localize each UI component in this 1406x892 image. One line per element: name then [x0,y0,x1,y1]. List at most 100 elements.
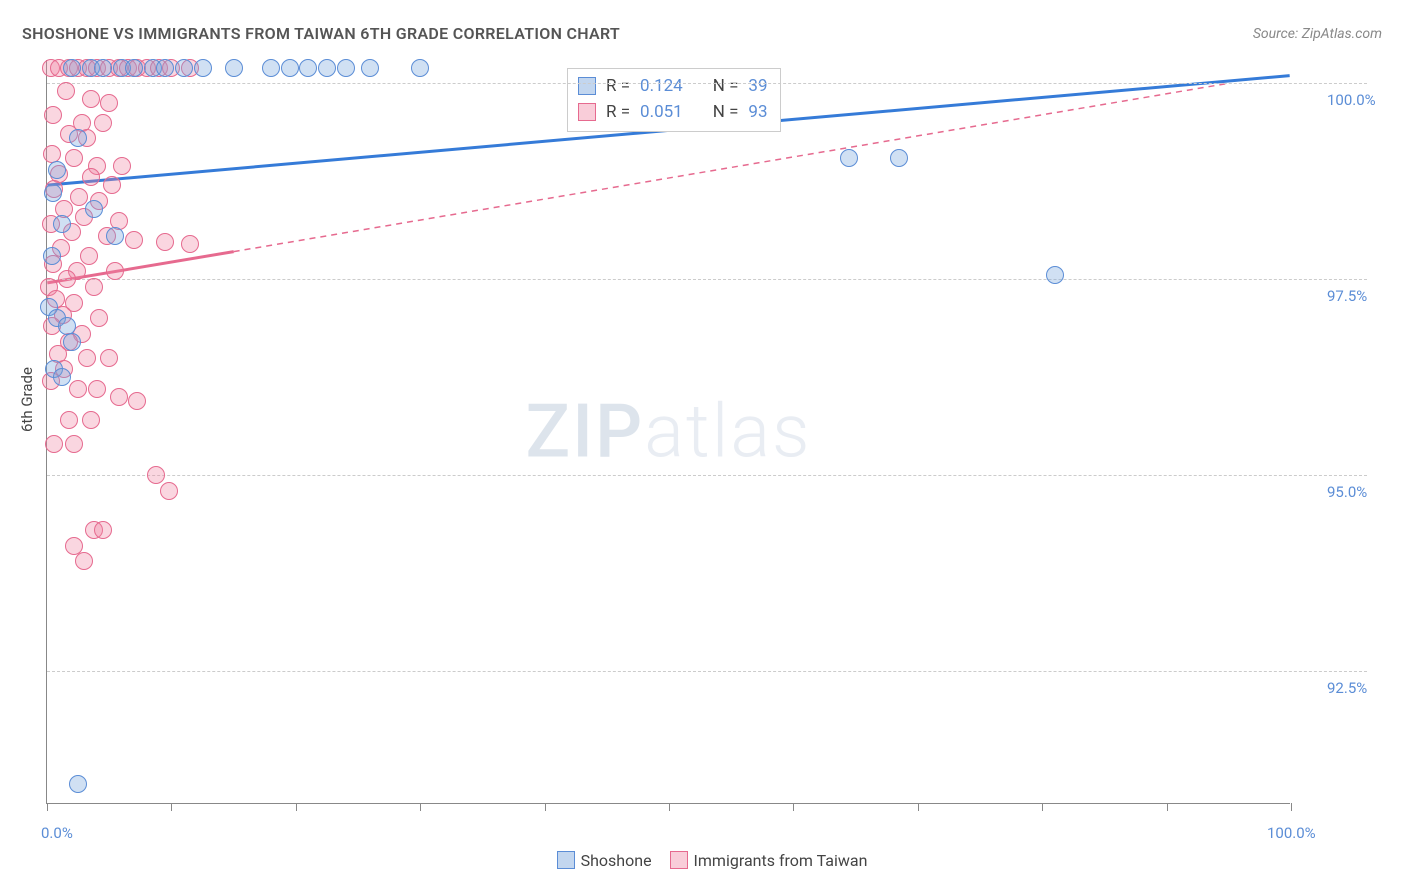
x-tick [793,803,794,811]
data-point [58,270,76,288]
data-point [100,349,118,367]
y-tick-label: 100.0% [1327,91,1376,109]
legend-n-label: N = [713,102,739,122]
legend-r-label: R = [606,102,630,122]
legend-n-label: N = [713,76,739,96]
gridline [47,475,1367,476]
data-point [85,200,103,218]
x-tick [1167,803,1168,811]
legend-swatch [670,851,688,869]
data-point [125,59,143,77]
legend-series-label: Immigrants from Taiwan [694,851,868,870]
data-point [45,435,63,453]
data-point [82,90,100,108]
data-point [65,435,83,453]
data-point [262,59,280,77]
data-point [890,149,908,167]
data-point [110,388,128,406]
data-point [194,59,212,77]
data-point [69,775,87,793]
x-tick-label: 100.0% [1267,824,1316,842]
y-axis-label: 6th Grade [18,367,36,432]
gridline [47,279,1367,280]
legend-row: R = 0.051 N = 93 [578,99,768,125]
y-tick-label: 97.5% [1327,287,1367,305]
legend-n-value: 39 [748,76,767,96]
data-point [100,94,118,112]
trend-lines [47,60,1290,803]
x-tick [171,803,172,811]
x-tick [47,803,48,811]
data-point [411,59,429,77]
legend-swatch [578,77,596,95]
legend-r-value: 0.124 [640,76,683,96]
data-point [43,247,61,265]
x-tick [918,803,919,811]
data-point [75,552,93,570]
data-point [125,231,143,249]
y-tick-label: 95.0% [1327,483,1367,501]
legend-series-label: Shoshone [581,851,652,870]
legend-n-value: 93 [748,102,767,122]
data-point [299,59,317,77]
legend-swatch [557,851,575,869]
x-tick [1042,803,1043,811]
chart-title: SHOSHONE VS IMMIGRANTS FROM TAIWAN 6TH G… [22,24,620,43]
data-point [156,59,174,77]
data-point [106,262,124,280]
data-point [103,176,121,194]
data-point [225,59,243,77]
data-point [78,349,96,367]
data-point [48,161,66,179]
gridline [47,83,1367,84]
scatter-chart: ZIPatlas R =0.124N =39R =0.051N =93 92.5… [46,60,1290,804]
legend-r-value: 0.051 [640,102,683,122]
data-point [156,233,174,251]
data-point [318,59,336,77]
data-point [60,411,78,429]
data-point [53,215,71,233]
data-point [94,114,112,132]
x-tick [545,803,546,811]
data-point [82,168,100,186]
data-point [106,227,124,245]
series-legend: Shoshone Immigrants from Taiwan [0,851,1406,870]
data-point [44,106,62,124]
correlation-legend: R = 0.124 N = 39 R = 0.051 N = 93 [567,68,781,132]
data-point [128,392,146,410]
data-point [44,184,62,202]
data-point [113,157,131,175]
data-point [147,466,165,484]
data-point [85,278,103,296]
data-point [281,59,299,77]
legend-swatch [578,103,596,121]
source-credit: Source: ZipAtlas.com [1253,26,1382,42]
legend-r-label: R = [606,76,630,96]
y-tick-label: 92.5% [1327,679,1367,697]
watermark: ZIPatlas [525,388,811,475]
data-point [337,59,355,77]
x-tick [1291,803,1292,811]
data-point [181,235,199,253]
data-point [160,482,178,500]
x-tick-label: 0.0% [41,824,73,842]
data-point [80,247,98,265]
x-tick [296,803,297,811]
data-point [88,380,106,398]
data-point [63,333,81,351]
x-tick [420,803,421,811]
gridline [47,671,1367,672]
data-point [69,380,87,398]
data-point [94,521,112,539]
data-point [361,59,379,77]
data-point [94,59,112,77]
data-point [69,129,87,147]
data-point [57,82,75,100]
data-point [63,59,81,77]
data-point [175,59,193,77]
data-point [82,411,100,429]
data-point [65,149,83,167]
legend-row: R = 0.124 N = 39 [578,73,768,99]
data-point [1046,266,1064,284]
data-point [90,309,108,327]
